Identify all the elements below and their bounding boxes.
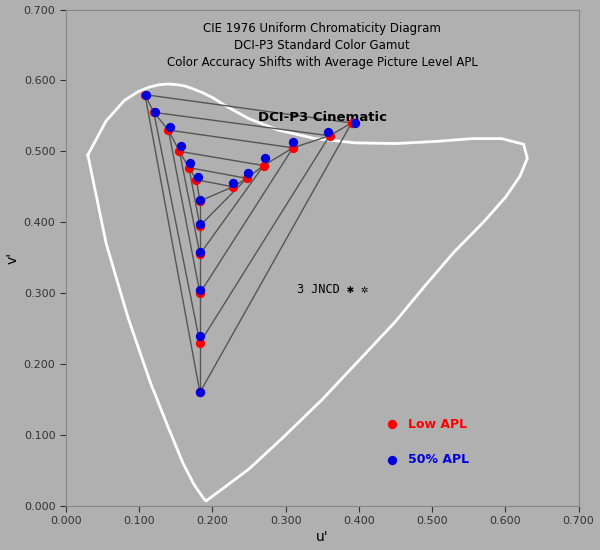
Point (195, 195, 205, 204)
X-axis label: u': u' (316, 530, 329, 544)
Point (195, 285, 205, 294)
Point (184, 163, 194, 172)
Point (164, 126, 173, 135)
Point (259, 161, 268, 170)
Point (175, 147, 184, 156)
Point (325, 131, 334, 140)
Point (228, 183, 238, 191)
Point (195, 289, 205, 298)
Point (323, 128, 333, 136)
Point (165, 122, 175, 131)
Point (176, 141, 185, 150)
Point (228, 179, 238, 188)
Text: 3 JNCD ✱ ✲: 3 JNCD ✱ ✲ (296, 283, 368, 296)
Point (140, 90, 150, 99)
Text: 50% APL: 50% APL (408, 453, 469, 466)
Point (350, 119, 360, 128)
Point (142, 90, 151, 99)
Point (191, 175, 201, 184)
Point (242, 174, 251, 183)
Y-axis label: v': v' (5, 252, 20, 264)
Point (288, 144, 298, 152)
Point (195, 388, 205, 397)
Point (195, 331, 205, 340)
Point (195, 219, 205, 228)
Point (243, 168, 253, 177)
Text: DCI-P3 Cinematic: DCI-P3 Cinematic (258, 111, 387, 124)
Point (387, 420, 397, 429)
Point (151, 108, 160, 117)
Point (185, 158, 195, 167)
Point (195, 338, 205, 347)
Point (195, 248, 205, 256)
Point (149, 108, 158, 117)
Point (260, 154, 270, 163)
Point (387, 455, 397, 464)
Point (195, 222, 205, 230)
Point (347, 119, 356, 128)
Point (195, 196, 205, 205)
Point (195, 250, 205, 258)
Point (193, 173, 203, 182)
Text: CIE 1976 Uniform Chromaticity Diagram
DCI-P3 Standard Color Gamut
Color Accuracy: CIE 1976 Uniform Chromaticity Diagram DC… (167, 22, 478, 69)
Text: Low APL: Low APL (408, 418, 467, 431)
Point (288, 138, 298, 146)
Point (195, 388, 205, 397)
